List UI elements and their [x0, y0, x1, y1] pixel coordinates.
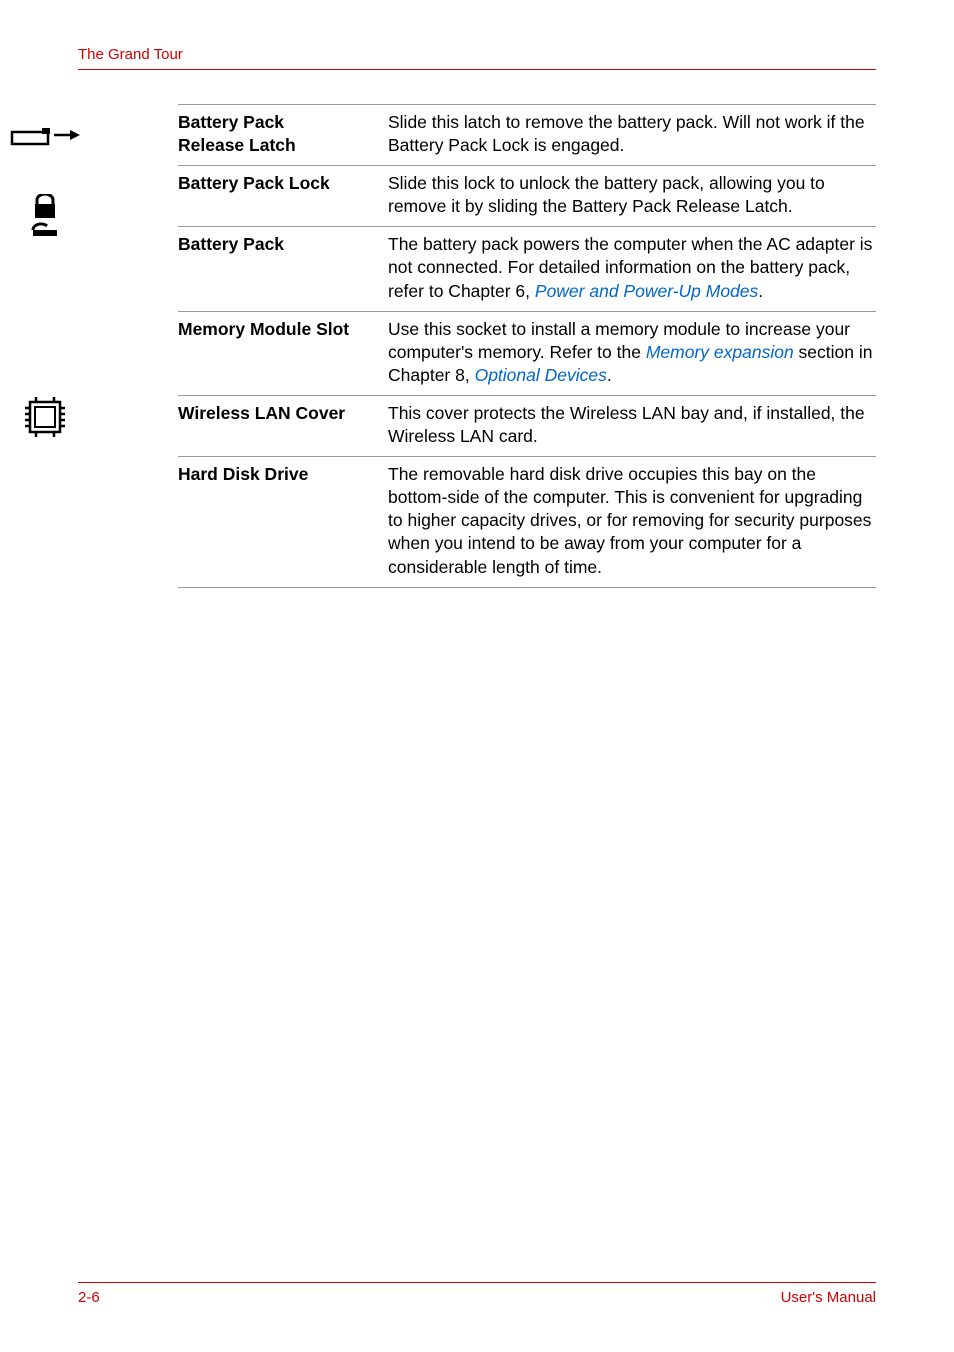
- term-wireless-lan-cover: Wireless LAN Cover: [178, 402, 388, 448]
- desc-text: The battery pack powers the computer whe…: [388, 233, 876, 302]
- desc-text: The removable hard disk drive occupies t…: [388, 463, 876, 578]
- desc-fragment: .: [758, 281, 763, 301]
- battery-release-latch-icon: [0, 126, 90, 150]
- table-row: Battery Pack Lock Slide this lock to unl…: [178, 165, 876, 226]
- battery-lock-icon: [0, 194, 90, 238]
- link-power-modes[interactable]: Power and Power-Up Modes: [535, 281, 758, 301]
- page-footer: 2-6 User's Manual: [78, 1282, 876, 1306]
- link-memory-expansion[interactable]: Memory expansion: [646, 342, 794, 362]
- term-memory-module-slot: Memory Module Slot: [178, 318, 388, 387]
- link-optional-devices[interactable]: Optional Devices: [475, 365, 607, 385]
- desc-text: Slide this latch to remove the battery p…: [388, 111, 876, 157]
- term-battery-pack-lock: Battery Pack Lock: [178, 172, 388, 218]
- page-number: 2-6: [78, 1289, 100, 1306]
- term-hard-disk-drive: Hard Disk Drive: [178, 463, 388, 578]
- definition-table: Battery Pack Release Latch Slide this la…: [178, 104, 876, 588]
- table-row: Hard Disk Drive The removable hard disk …: [178, 456, 876, 587]
- term-text: Battery Pack: [178, 112, 284, 132]
- term-battery-release-latch: Battery Pack Release Latch: [178, 111, 388, 157]
- term-text: Release Latch: [178, 135, 296, 155]
- desc-fragment: .: [607, 365, 612, 385]
- table-row: Wireless LAN Cover This cover protects t…: [178, 395, 876, 456]
- table-row: Battery Pack Release Latch Slide this la…: [178, 104, 876, 165]
- term-battery-pack: Battery Pack: [178, 233, 388, 302]
- running-header: The Grand Tour: [78, 46, 876, 70]
- manual-label: User's Manual: [781, 1289, 876, 1306]
- memory-module-icon: [0, 394, 90, 440]
- desc-text: Slide this lock to unlock the battery pa…: [388, 172, 876, 218]
- table-row: Memory Module Slot Use this socket to in…: [178, 311, 876, 395]
- table-row: Battery Pack The battery pack powers the…: [178, 226, 876, 310]
- desc-text: Use this socket to install a memory modu…: [388, 318, 876, 387]
- desc-text: This cover protects the Wireless LAN bay…: [388, 402, 876, 448]
